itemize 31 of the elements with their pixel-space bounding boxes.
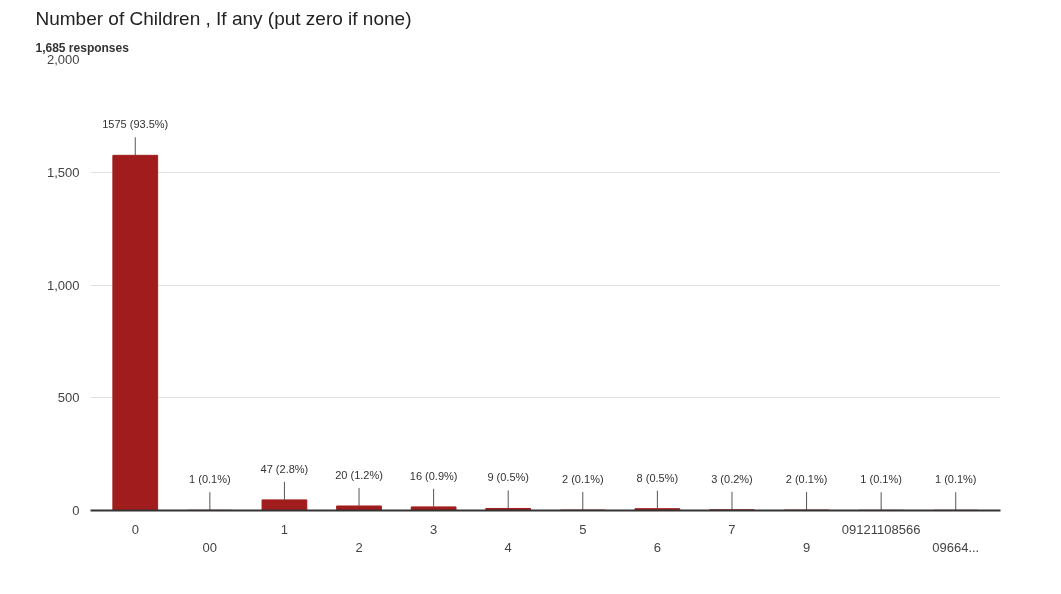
data-label: 2 (0.1%) [562, 473, 604, 486]
data-label: 1 (0.1%) [934, 473, 977, 486]
y-tick-label: 2,000 [46, 52, 80, 67]
chart-title: Number of Children , If any (put zero if none) [35, 7, 412, 29]
chart-subtitle: 1,685 responses [35, 40, 130, 55]
data-label: 1 (0.1%) [860, 473, 902, 486]
x-tick-label: 00 [202, 539, 218, 555]
data-label: 9 (0.5%) [487, 471, 529, 484]
data-label: 20 (1.2%) [335, 468, 383, 481]
x-tick-label: 09664... [932, 539, 980, 555]
data-label: 1 (0.1%) [189, 473, 231, 486]
data-label: 1575 (93.5%) [102, 118, 169, 131]
data-label: 2 (0.1%) [785, 473, 828, 486]
data-label: 16 (0.9%) [409, 469, 458, 482]
x-tick-label: 2 [355, 539, 363, 555]
x-tick-label: 09121108566 [841, 521, 921, 537]
data-label: 47 (2.8%) [260, 462, 309, 475]
x-tick-label: 4 [504, 539, 512, 555]
x-tick-label: 9 [802, 539, 811, 555]
x-tick-label: 5 [579, 521, 587, 537]
data-label: 8 (0.5%) [636, 471, 679, 484]
data-label: 3 (0.2%) [711, 472, 753, 485]
y-tick-label: 1,500 [46, 164, 80, 180]
x-tick-label: 6 [653, 539, 661, 555]
x-tick-label: 1 [280, 521, 289, 537]
y-tick-label: 1,000 [46, 277, 80, 293]
y-tick-label: 0 [72, 503, 80, 518]
x-tick-label: 3 [430, 521, 438, 537]
y-tick-label: 500 [57, 390, 80, 406]
x-tick-label: 0 [131, 521, 139, 537]
x-tick-label: 7 [728, 521, 736, 537]
